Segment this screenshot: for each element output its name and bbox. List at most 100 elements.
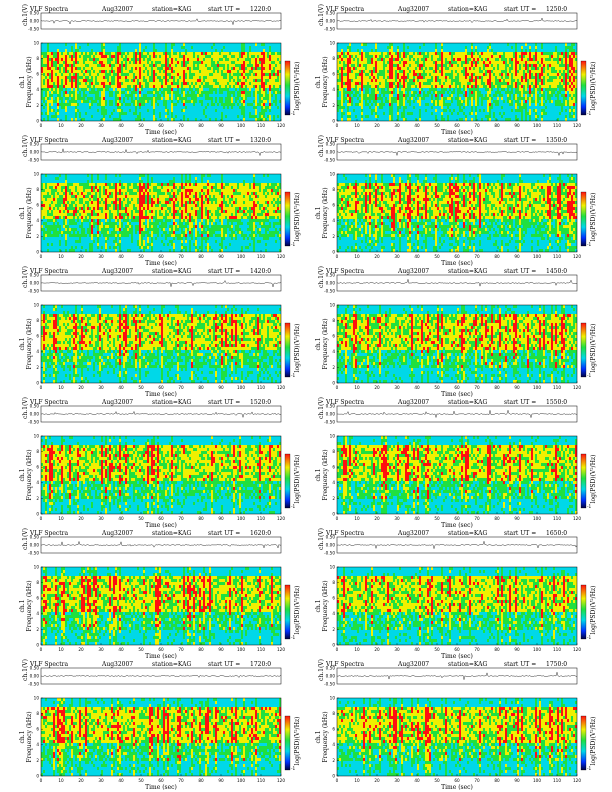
freq-axis-label: Frequency (kHz) <box>26 711 33 762</box>
waveform-tick-label: -0.50 <box>28 157 39 162</box>
time-tick-label: 90 <box>514 516 520 521</box>
colorbar-min-label: -1 <box>587 635 592 640</box>
freq-tick-label: 10 <box>330 40 336 45</box>
waveform-axis-label: ch.1(V) <box>22 659 29 681</box>
waveform-axis-label: ch.1(V) <box>22 528 29 550</box>
time-tick-label: 60 <box>158 516 164 521</box>
freq-axis-label: Frequency (kHz) <box>322 711 329 762</box>
freq-tick-label: 10 <box>34 40 40 45</box>
time-tick-label: 100 <box>533 123 541 128</box>
time-tick-label: 0 <box>336 254 339 259</box>
time-tick-label: 110 <box>553 778 561 783</box>
freq-axis-label: Frequency (kHz) <box>322 318 329 369</box>
waveform-tick-label: 0.50 <box>30 534 40 539</box>
time-tick-label: 70 <box>178 385 184 390</box>
waveform-line <box>40 675 282 678</box>
time-tick-label: 90 <box>514 778 520 783</box>
spectrum-panel: VLF Spectra Aug32007 station=KAG start UT =… <box>308 659 604 791</box>
time-tick-label: 100 <box>237 516 245 521</box>
time-tick-label: 20 <box>78 516 84 521</box>
time-tick-label: 20 <box>78 778 84 783</box>
time-axis-label: Time (sec) <box>441 653 473 660</box>
freq-tick-label: 6 <box>36 72 39 77</box>
spectrogram <box>337 43 577 121</box>
time-tick-label: 30 <box>394 123 400 128</box>
freq-tick-label: 6 <box>332 596 335 601</box>
time-tick-label: 50 <box>434 778 440 783</box>
waveform-tick-label: -0.50 <box>28 681 39 686</box>
colorbar-min-label: -1 <box>587 242 592 247</box>
date-label: Aug32007 <box>398 530 429 537</box>
freq-axis-label-ch: ch.1 <box>19 338 26 351</box>
freq-tick-label: 8 <box>332 56 335 61</box>
freq-axis-label: Frequency (kHz) <box>26 187 33 238</box>
freq-tick-label: 2 <box>36 234 39 239</box>
spectrogram <box>337 698 577 776</box>
title-label: VLF Spectra <box>326 6 364 13</box>
spectrum-panel: VLF Spectra Aug32007 station=KAG start UT =… <box>12 659 308 791</box>
time-tick-label: 50 <box>138 385 144 390</box>
freq-tick-label: 0 <box>36 642 39 647</box>
time-tick-label: 0 <box>336 385 339 390</box>
date-label: Aug32007 <box>398 137 429 144</box>
time-tick-label: 80 <box>198 123 204 128</box>
waveform-tick-label: 0.50 <box>326 403 336 408</box>
time-tick-label: 40 <box>414 647 420 652</box>
freq-tick-label: 0 <box>332 511 335 516</box>
waveform-tick-label: -0.50 <box>324 26 335 31</box>
time-tick-label: 90 <box>514 647 520 652</box>
waveform-axis-label: ch.1(V) <box>318 266 325 288</box>
time-tick-label: 10 <box>58 385 64 390</box>
freq-tick-label: 6 <box>332 465 335 470</box>
time-tick-label: 70 <box>474 123 480 128</box>
waveform-line <box>336 150 578 157</box>
time-tick-label: 120 <box>573 516 581 521</box>
time-tick-label: 60 <box>454 778 460 783</box>
time-tick-label: 70 <box>474 254 480 259</box>
time-tick-label: 0 <box>40 254 43 259</box>
time-tick-label: 40 <box>118 647 124 652</box>
freq-tick-label: 0 <box>332 773 335 778</box>
title-label: VLF Spectra <box>30 268 68 275</box>
freq-tick-label: 8 <box>332 187 335 192</box>
time-tick-label: 50 <box>138 123 144 128</box>
colorbar-min-label: -1 <box>587 111 592 116</box>
waveform-tick-label: 0.00 <box>326 18 336 23</box>
time-tick-label: 20 <box>374 254 380 259</box>
time-axis-label: Time (sec) <box>441 129 473 136</box>
freq-axis-label-ch: ch.1 <box>315 600 322 613</box>
start-ut-label: start UT = <box>504 6 536 13</box>
start-ut-label: start UT = <box>208 6 240 13</box>
waveform-tick-label: 0.50 <box>30 141 40 146</box>
time-tick-label: 60 <box>454 647 460 652</box>
colorbar-min-label: -1 <box>291 635 296 640</box>
waveform-line <box>40 410 282 419</box>
colorbar-label: log(PSD)(V²/Hz) <box>590 586 597 635</box>
time-tick-label: 60 <box>454 385 460 390</box>
date-label: Aug32007 <box>102 530 133 537</box>
freq-tick-label: 0 <box>36 511 39 516</box>
time-tick-label: 10 <box>354 647 360 652</box>
waveform-axis-label: ch.1(V) <box>318 659 325 681</box>
time-tick-label: 30 <box>394 254 400 259</box>
colorbar <box>284 191 291 247</box>
time-tick-label: 90 <box>218 778 224 783</box>
time-axis-label: Time (sec) <box>441 784 473 791</box>
colorbar <box>284 322 291 378</box>
time-tick-label: 40 <box>118 778 124 783</box>
date-label: Aug32007 <box>102 399 133 406</box>
freq-axis-label-ch: ch.1 <box>19 731 26 744</box>
time-tick-label: 90 <box>218 385 224 390</box>
freq-tick-label: 2 <box>36 496 39 501</box>
colorbar-min-label: -1 <box>291 373 296 378</box>
station-label: station=KAG <box>448 530 487 537</box>
freq-tick-label: 8 <box>36 56 39 61</box>
time-tick-label: 50 <box>434 385 440 390</box>
time-tick-label: 70 <box>474 516 480 521</box>
freq-axis-label-ch: ch.1 <box>315 731 322 744</box>
